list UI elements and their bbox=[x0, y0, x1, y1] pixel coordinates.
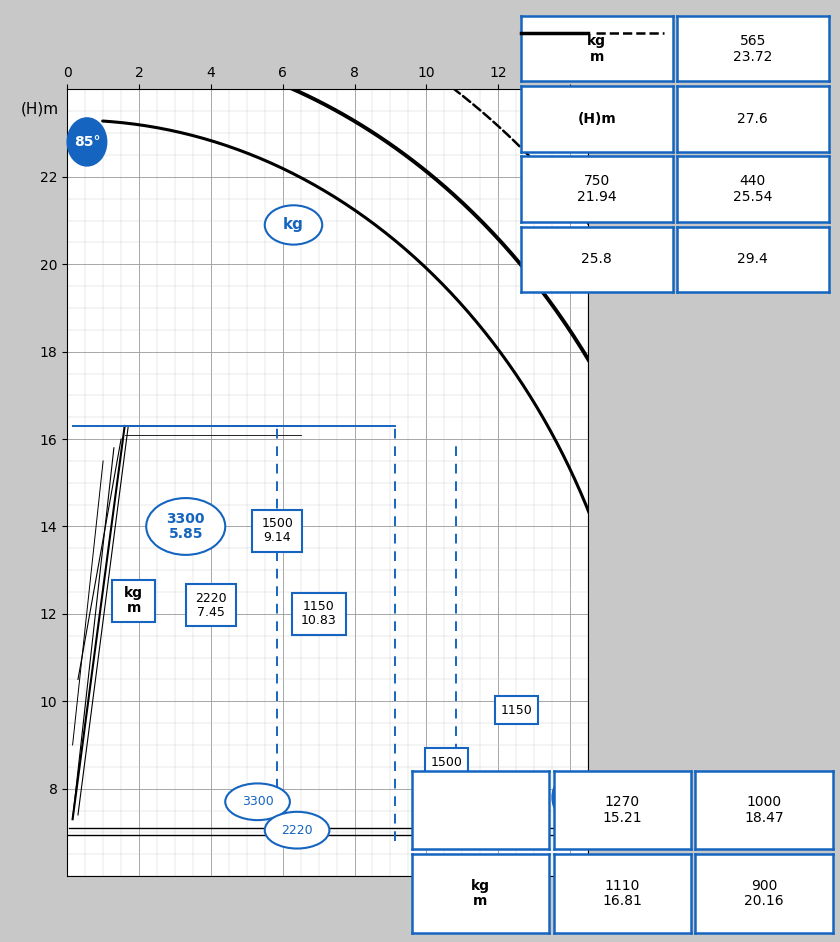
Ellipse shape bbox=[225, 784, 290, 820]
Text: 1150: 1150 bbox=[501, 704, 532, 717]
Text: (H)m: (H)m bbox=[20, 102, 59, 117]
Text: 1000
18.47: 1000 18.47 bbox=[744, 795, 784, 825]
FancyBboxPatch shape bbox=[186, 584, 236, 625]
Text: 565
23.72: 565 23.72 bbox=[733, 34, 772, 63]
Text: +20°: +20° bbox=[554, 791, 589, 804]
FancyBboxPatch shape bbox=[252, 510, 302, 552]
Text: 27.6: 27.6 bbox=[738, 112, 768, 126]
FancyBboxPatch shape bbox=[495, 696, 538, 724]
FancyBboxPatch shape bbox=[291, 593, 345, 635]
Text: 1500
9.14: 1500 9.14 bbox=[261, 517, 293, 544]
Circle shape bbox=[552, 773, 591, 821]
Ellipse shape bbox=[265, 205, 323, 245]
Text: kg
m: kg m bbox=[124, 586, 143, 615]
Text: 2220: 2220 bbox=[281, 823, 312, 836]
Text: 3300
5.85: 3300 5.85 bbox=[166, 512, 205, 541]
Ellipse shape bbox=[146, 498, 225, 555]
Circle shape bbox=[67, 118, 107, 166]
Text: 1500: 1500 bbox=[430, 755, 462, 769]
Text: 2220
7.45: 2220 7.45 bbox=[195, 592, 227, 619]
Text: 1270
15.21: 1270 15.21 bbox=[602, 795, 642, 825]
Text: 1150
10.83: 1150 10.83 bbox=[301, 600, 337, 627]
Text: (H)m: (H)m bbox=[577, 112, 616, 126]
Text: kg
m: kg m bbox=[471, 879, 490, 908]
Text: 25.8: 25.8 bbox=[581, 252, 612, 267]
Text: 440
25.54: 440 25.54 bbox=[733, 174, 772, 203]
Text: 1110
16.81: 1110 16.81 bbox=[602, 879, 643, 908]
Text: 29.4: 29.4 bbox=[738, 252, 768, 267]
Text: 3300: 3300 bbox=[242, 795, 274, 808]
Text: kg: kg bbox=[283, 218, 304, 233]
FancyBboxPatch shape bbox=[112, 580, 155, 622]
Text: 900
20.16: 900 20.16 bbox=[744, 879, 784, 908]
Text: 85°: 85° bbox=[74, 135, 100, 149]
FancyBboxPatch shape bbox=[424, 748, 468, 776]
Ellipse shape bbox=[265, 812, 329, 849]
Text: m: m bbox=[583, 102, 596, 116]
Text: 750
21.94: 750 21.94 bbox=[577, 174, 617, 203]
Text: kg
m: kg m bbox=[587, 34, 606, 63]
